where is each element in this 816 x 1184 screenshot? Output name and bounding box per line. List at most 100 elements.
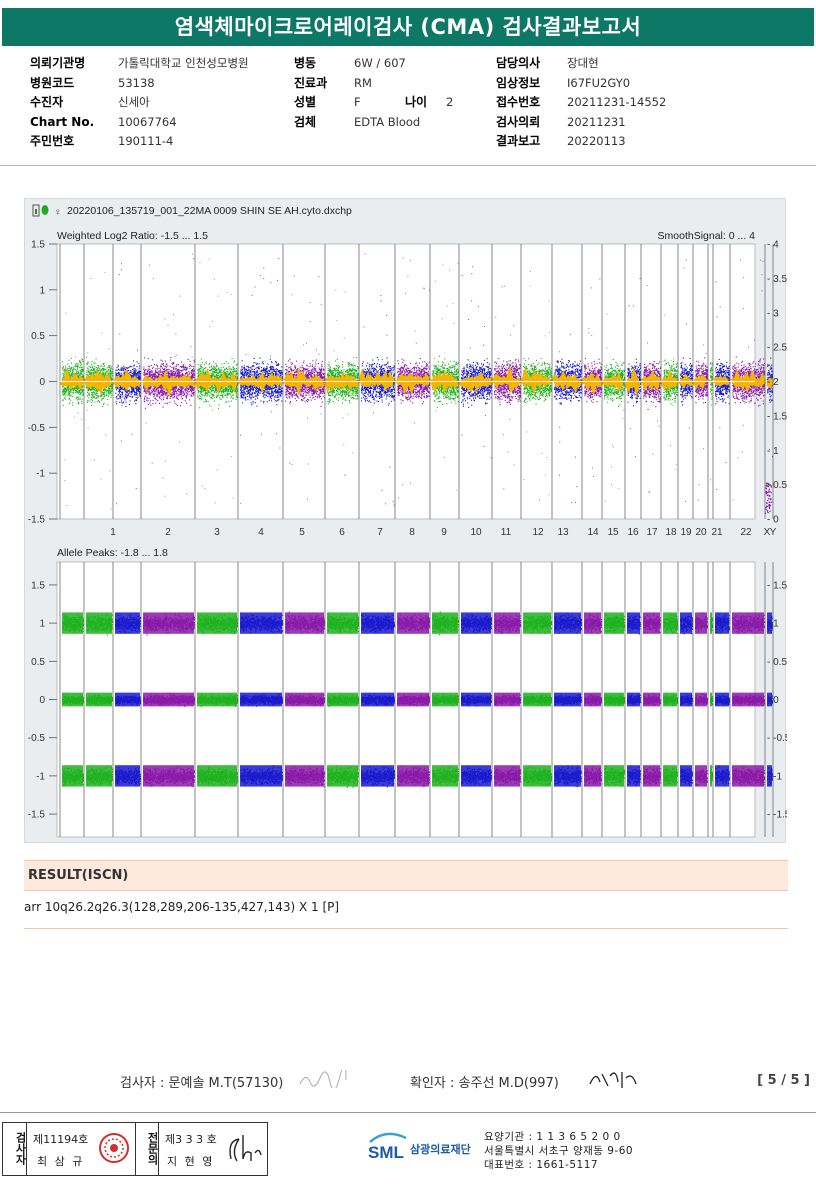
log2-point — [182, 373, 183, 374]
log2-point — [110, 374, 111, 375]
log2-point — [147, 372, 148, 373]
log2-point — [88, 389, 89, 390]
log2-point — [135, 372, 136, 373]
log2-point — [82, 392, 83, 393]
patient-info: 의뢰기관명 가톨릭대학교 인천성모병원 병동 6W / 607 담당의사 장대현… — [0, 48, 816, 166]
log2-point — [93, 389, 94, 390]
log2-point — [192, 392, 193, 393]
log2-point — [178, 395, 179, 396]
log2-point — [82, 386, 83, 387]
log2-point — [166, 364, 167, 365]
log2-point — [100, 366, 101, 367]
log2-point — [63, 391, 64, 392]
log2-outlier — [168, 325, 169, 326]
smooth-signal — [62, 378, 82, 384]
log2-point — [102, 394, 103, 395]
log2-point — [68, 395, 69, 396]
log2-point — [131, 366, 132, 367]
log2-point — [167, 396, 168, 397]
log2-point — [122, 389, 123, 390]
log2-point — [98, 370, 99, 371]
log2-point — [69, 389, 70, 390]
log2-point — [109, 373, 110, 374]
log2-point — [136, 392, 137, 393]
log2-outlier — [121, 405, 122, 406]
log2-point — [62, 389, 63, 390]
log2-point — [189, 373, 190, 374]
log2-point — [193, 370, 194, 371]
log2-point — [106, 390, 107, 391]
log2-point — [194, 360, 195, 361]
log2-point — [156, 399, 157, 400]
log2-point — [188, 391, 189, 392]
log2-point — [104, 392, 105, 393]
log2-point — [187, 373, 188, 374]
log2-point — [102, 368, 103, 369]
log2-point — [64, 389, 65, 390]
log2-point — [124, 388, 125, 389]
log2-point — [165, 361, 166, 362]
log2-point — [119, 370, 120, 371]
log2-outlier — [105, 435, 106, 436]
log2-point — [78, 365, 79, 366]
log2-point — [191, 366, 192, 367]
log2-point — [170, 357, 171, 358]
log2-point — [180, 388, 181, 389]
log2-point — [92, 367, 93, 368]
log2-point — [63, 373, 64, 374]
log2-point — [181, 402, 182, 403]
log2-point — [159, 368, 160, 369]
log2-point — [137, 397, 138, 398]
log2-point — [106, 371, 107, 372]
log2-point — [160, 369, 161, 370]
log2-point — [69, 360, 70, 361]
log2-point — [138, 363, 139, 364]
log2-point — [170, 360, 171, 361]
log2-point — [95, 398, 96, 399]
log2-point — [96, 367, 97, 368]
log2-point — [110, 389, 111, 390]
log2-point — [182, 388, 183, 389]
log2-point — [68, 389, 69, 390]
log2-point — [87, 370, 88, 371]
log2-point — [120, 396, 121, 397]
log2-point — [187, 367, 188, 368]
log2-point — [119, 402, 120, 403]
log2-point — [120, 375, 121, 376]
log2-point — [97, 368, 98, 369]
log2-point — [148, 404, 149, 405]
log2-point — [173, 369, 174, 370]
log2-point — [63, 387, 64, 388]
log2-point — [87, 400, 88, 401]
log2-point — [137, 372, 138, 373]
log2-point — [150, 374, 151, 375]
log2-point — [119, 374, 120, 375]
log2-point — [109, 389, 110, 390]
log2-point — [93, 394, 94, 395]
smooth-signal — [143, 379, 193, 386]
log2-point — [190, 405, 191, 406]
log2-point — [145, 369, 146, 370]
log2-point — [68, 387, 69, 388]
log2-point — [87, 395, 88, 396]
id-no-label: 주민번호 — [30, 132, 74, 150]
log2-point — [186, 392, 187, 393]
log2-point — [74, 366, 75, 367]
log2-point — [192, 376, 193, 377]
log2-point — [159, 373, 160, 374]
log2-point — [63, 394, 64, 395]
log2-point — [70, 400, 71, 401]
log2-point — [117, 395, 118, 396]
log2-point — [94, 389, 95, 390]
log2-point — [125, 369, 126, 370]
log2-point — [91, 390, 92, 391]
log2-point — [72, 372, 73, 373]
log2-point — [101, 365, 102, 366]
log2-point — [68, 386, 69, 387]
log2-point — [149, 373, 150, 374]
log2-point — [192, 389, 193, 390]
log2-point — [167, 403, 168, 404]
log2-point — [144, 371, 145, 372]
log2-point — [164, 366, 165, 367]
log2-point — [89, 389, 90, 390]
